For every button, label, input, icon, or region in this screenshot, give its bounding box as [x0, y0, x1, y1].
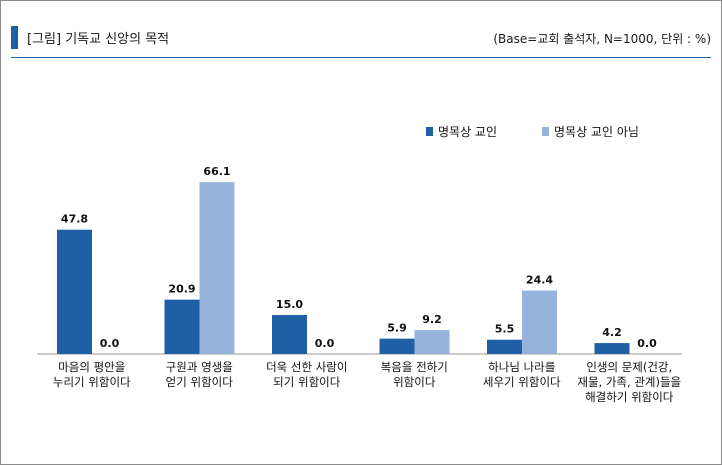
- category-label-6-line-1: 인생의 문제(건강,: [586, 360, 672, 374]
- category-label-2-line-1: 구원과 영생을: [166, 360, 233, 374]
- chart-title: [그림] 기독교 신앙의 목적: [27, 32, 170, 47]
- bar-s1-c4: [379, 338, 415, 354]
- legend-label-1: 명목상 교인: [438, 125, 497, 139]
- bar-s2-c5: [522, 290, 557, 354]
- category-label-2: 구원과 영생을 얻기 위함이다: [166, 360, 234, 389]
- data-label-s2-c6: 0.0: [637, 337, 657, 350]
- category-label-6: 인생의 문제(건강, 재물, 가족, 관계)들을 해결하기 위함이다: [577, 360, 681, 404]
- category-label-6-line-2: 재물, 가족, 관계)들을: [577, 375, 681, 389]
- legend-swatch-2: [542, 127, 549, 136]
- bar-s2-c2: [199, 182, 235, 354]
- category-label-6-line-3: 해결하기 위함이다: [585, 390, 674, 404]
- data-label-s1-c4: 5.9: [387, 322, 407, 335]
- category-label-1-line-1: 마음의 평안을: [58, 360, 125, 374]
- legend-swatch-1: [426, 127, 433, 136]
- bar-s1-c2: [164, 299, 200, 354]
- category-label-1: 마음의 평안을 누리기 위함이다: [53, 360, 131, 389]
- base-note: (Base=교회 출석자, N=1000, 단위 : %): [493, 32, 711, 46]
- data-label-s1-c3: 15.0: [276, 298, 303, 311]
- category-label-1-line-2: 누리기 위함이다: [53, 375, 131, 389]
- data-label-s2-c2: 66.1: [203, 165, 230, 178]
- category-label-4-line-1: 복음을 전하기: [381, 360, 448, 374]
- category-label-5: 하나님 나라를 세우기 위함이다: [483, 360, 561, 389]
- data-label-s1-c6: 4.2: [602, 326, 622, 339]
- data-label-s2-c5: 24.4: [526, 274, 553, 287]
- data-label-s2-c4: 9.2: [422, 313, 442, 326]
- data-label-s2-c3: 0.0: [315, 337, 335, 350]
- category-label-3-line-2: 되기 위함이다: [273, 375, 341, 389]
- bar-s1-c1: [57, 229, 92, 354]
- category-label-5-line-2: 세우기 위함이다: [483, 375, 561, 389]
- category-label-4: 복음을 전하기 위함이다: [381, 360, 448, 389]
- category-label-3-line-1: 더욱 선한 사람이: [266, 360, 347, 374]
- category-label-4-line-2: 위함이다: [393, 375, 436, 389]
- bar-s2-c4: [414, 330, 450, 354]
- bar-s1-c6: [594, 343, 630, 354]
- category-label-5-line-1: 하나님 나라를: [488, 360, 555, 374]
- data-label-s1-c1: 47.8: [61, 213, 88, 226]
- title-accent-bar: [11, 26, 18, 49]
- title-divider: [11, 57, 711, 58]
- data-label-s1-c2: 20.9: [168, 283, 195, 296]
- bar-s1-c3: [272, 315, 307, 354]
- category-label-2-line-2: 얻기 위함이다: [166, 375, 234, 389]
- legend-label-2: 명목상 교인 아님: [554, 125, 639, 139]
- category-label-3: 더욱 선한 사람이 되기 위함이다: [266, 360, 347, 389]
- bar-s1-c5: [487, 339, 522, 354]
- data-label-s2-c1: 0.0: [100, 337, 120, 350]
- data-label-s1-c5: 5.5: [495, 323, 515, 336]
